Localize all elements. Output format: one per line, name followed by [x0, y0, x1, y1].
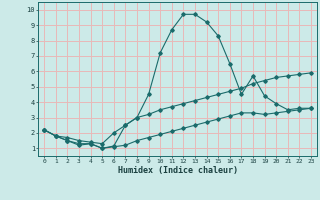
X-axis label: Humidex (Indice chaleur): Humidex (Indice chaleur)	[118, 166, 238, 175]
